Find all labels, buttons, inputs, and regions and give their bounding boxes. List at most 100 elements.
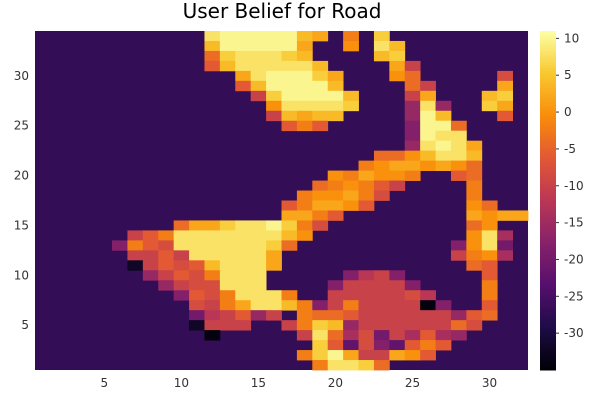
heatmap-cell — [173, 230, 190, 241]
heatmap-cell — [481, 210, 498, 221]
colorbar-segment — [540, 313, 556, 317]
heatmap-cell — [173, 240, 190, 251]
heatmap-cell — [204, 310, 221, 321]
heatmap-cell — [358, 290, 375, 301]
heatmap-cell — [312, 110, 329, 122]
colorbar-segment — [540, 33, 556, 38]
heatmap-cell — [327, 320, 344, 331]
colorbar-segment — [540, 307, 556, 312]
colorbar-tick-label: -30 — [564, 326, 584, 340]
colorbar-segment — [540, 302, 556, 306]
colorbar-segment — [540, 324, 556, 329]
chart-title: User Belief for Road — [183, 0, 382, 23]
heatmap-cell — [235, 250, 252, 261]
heatmap-cell — [296, 100, 313, 112]
colorbar-segment — [540, 262, 556, 266]
heatmap-cell — [158, 250, 175, 261]
heatmap-cell — [173, 220, 190, 231]
heatmap-cell — [373, 340, 390, 351]
heatmap-cell — [281, 120, 298, 132]
colorbar-segment — [540, 62, 556, 66]
heatmap-cell — [373, 170, 390, 181]
heatmap-cell — [235, 40, 252, 52]
heatmap-cell — [358, 360, 375, 371]
colorbar-tick-label: 5 — [564, 68, 572, 82]
colorbar-segment — [540, 242, 556, 247]
heatmap-cell — [327, 190, 344, 201]
colorbar-segment — [540, 353, 556, 357]
colorbar-segment — [540, 248, 556, 252]
heatmap-cell — [420, 300, 436, 311]
heatmap-cell — [204, 50, 221, 62]
heatmap-cell — [312, 31, 329, 42]
heatmap-cell — [481, 220, 498, 231]
heatmap-cell — [404, 330, 421, 341]
heatmap-cell — [189, 280, 205, 291]
colorbar-segment — [540, 223, 556, 227]
heatmap-cell — [327, 170, 344, 181]
heatmap-cell — [435, 150, 452, 162]
heatmap-cell — [450, 310, 467, 321]
colorbar-segment — [540, 296, 556, 300]
heatmap-cell — [127, 250, 144, 261]
x-tick-label: 20 — [328, 376, 343, 390]
colorbar-segment — [540, 245, 556, 250]
colorbar-segment — [540, 36, 556, 40]
heatmap-cell — [343, 190, 359, 201]
heatmap-cell — [127, 260, 144, 271]
heatmap-cell — [235, 80, 252, 92]
colorbar-segment — [540, 132, 556, 137]
colorbar-segment — [540, 124, 556, 128]
heatmap-cell — [373, 280, 390, 291]
colorbar-tick-label: -10 — [564, 179, 584, 193]
x-tick-label: 15 — [251, 376, 266, 390]
colorbar-segment — [540, 95, 556, 100]
heatmap-cell — [219, 50, 236, 62]
colorbar-segment — [540, 217, 556, 221]
heatmap-cell — [481, 310, 498, 321]
heatmap-cell — [389, 340, 406, 351]
heatmap-cell — [358, 340, 375, 351]
heatmap-cell — [235, 50, 252, 62]
heatmap-cell — [189, 290, 205, 301]
heatmap-cell — [219, 230, 236, 241]
colorbar-segment — [540, 186, 556, 190]
heatmap-cell — [250, 310, 267, 321]
heatmap-cell — [281, 80, 298, 92]
heatmap-cell — [281, 200, 298, 211]
heatmap-cell — [281, 100, 298, 112]
colorbar-segment — [540, 144, 556, 148]
heatmap-cell — [204, 270, 221, 281]
colorbar-segment — [540, 183, 556, 187]
heatmap-cell — [420, 160, 436, 171]
colorbar-segment — [540, 73, 556, 77]
colorbar-segment — [540, 290, 556, 295]
colorbar-segment — [540, 330, 556, 334]
heatmap-cell — [250, 230, 267, 241]
colorbar-segment — [540, 293, 556, 298]
heatmap-cell — [235, 220, 252, 231]
heatmap-cell — [281, 90, 298, 102]
heatmap-cell — [142, 250, 159, 261]
heatmap-cell — [358, 190, 375, 201]
heatmap-cell — [250, 280, 267, 291]
heatmap-cell — [373, 360, 390, 371]
heatmap-cell — [343, 31, 359, 42]
heatmap-cell — [389, 70, 406, 82]
heatmap-cell — [420, 320, 436, 331]
heatmap-cell — [466, 240, 483, 251]
heatmap-cell — [235, 280, 252, 291]
heatmap-cell — [189, 250, 205, 261]
heatmap-cell — [296, 120, 313, 132]
heatmap-cell — [296, 210, 313, 221]
heatmap-cell — [389, 150, 406, 162]
heatmap-cell — [266, 80, 282, 92]
heatmap-cell — [189, 220, 205, 231]
heatmap-cell — [250, 50, 267, 62]
heatmap-cell — [235, 60, 252, 72]
heatmap-cell — [250, 60, 267, 72]
colorbar-segment — [540, 76, 556, 80]
heatmap-cell — [235, 290, 252, 301]
colorbar-segment — [540, 206, 556, 210]
heatmap-cell — [404, 100, 421, 112]
